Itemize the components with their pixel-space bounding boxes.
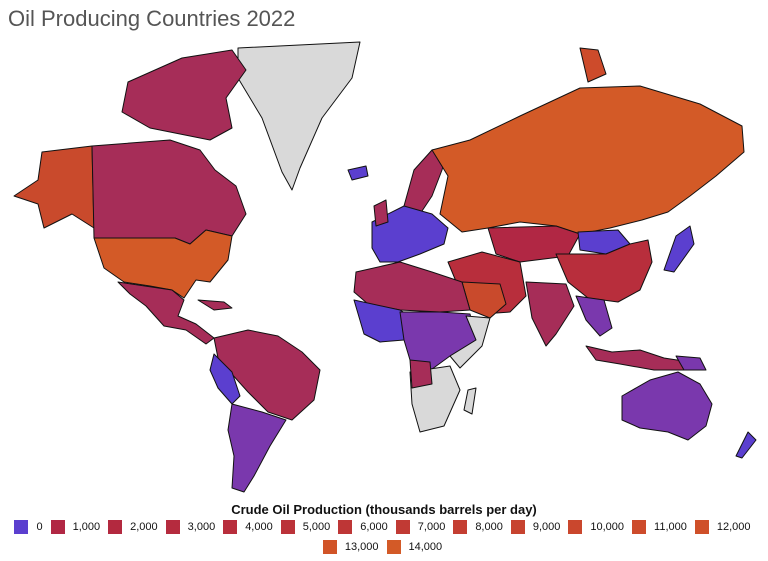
legend-label: 14,000 [408, 541, 443, 553]
legend-label: 12,000 [716, 521, 751, 533]
region-russia-arctic[interactable] [579, 47, 607, 83]
region-canada[interactable] [91, 139, 247, 245]
legend-swatch [568, 520, 583, 534]
region-caribbean[interactable] [197, 299, 233, 311]
legend-label: 11,000 [654, 521, 687, 533]
legend-swatch [280, 520, 295, 534]
legend-label: 10,000 [590, 521, 625, 533]
region-canada-arctic[interactable] [121, 49, 247, 141]
region-north-africa[interactable] [353, 261, 471, 313]
legend-item[interactable]: 8,000 [453, 520, 503, 534]
region-japan[interactable] [663, 225, 695, 273]
legend-label: 13,000 [344, 541, 379, 553]
region-russia[interactable] [431, 85, 745, 235]
legend-item[interactable]: 7,000 [395, 520, 446, 534]
legend-label: 7,000 [417, 521, 446, 533]
legend-item[interactable]: 9,000 [510, 520, 561, 534]
legend-swatch [694, 520, 709, 534]
legend: 0 1,000 2,000 3,000 4,000 5,000 6,000 7,000 8,00… [14, 520, 759, 554]
legend-item[interactable]: 12,000 [694, 520, 751, 534]
region-southeast-asia[interactable] [575, 295, 613, 337]
legend-swatch [510, 520, 525, 534]
legend-swatch [165, 520, 180, 534]
legend-label: 0 [36, 521, 43, 533]
legend-label: 9,000 [532, 521, 561, 533]
legend-swatch [632, 520, 647, 534]
region-madagascar[interactable] [463, 387, 477, 415]
region-india[interactable] [525, 281, 575, 347]
legend-label: 3,000 [187, 521, 216, 533]
legend-item[interactable]: 3,000 [165, 520, 216, 534]
legend-swatch [223, 520, 238, 534]
legend-item[interactable]: 10,000 [568, 520, 624, 534]
legend-item[interactable]: 14,000 [386, 540, 443, 554]
legend-item[interactable]: 4,000 [223, 520, 273, 534]
legend-title: Crude Oil Production (thousands barrels … [231, 502, 537, 517]
region-united-states[interactable] [93, 229, 233, 299]
legend-swatch [50, 520, 65, 534]
legend-item[interactable]: 5,000 [280, 520, 331, 534]
legend-label: 1,000 [72, 521, 101, 533]
region-new-zealand[interactable] [735, 431, 757, 459]
legend-swatch [395, 520, 410, 534]
region-alaska[interactable] [13, 145, 95, 229]
legend-label: 2,000 [130, 521, 158, 533]
region-uk[interactable] [373, 199, 389, 227]
legend-swatch [338, 520, 353, 534]
legend-item[interactable]: 13,000 [322, 540, 379, 554]
legend-label: 5,000 [302, 521, 331, 533]
legend-swatch [108, 520, 123, 534]
legend-swatch [386, 540, 401, 554]
legend-label: 8,000 [475, 521, 503, 533]
legend-swatch [322, 540, 337, 554]
legend-label: 6,000 [360, 521, 388, 533]
region-mexico[interactable] [117, 281, 215, 345]
region-south-america-south[interactable] [227, 403, 287, 493]
legend-item[interactable]: 0 [14, 520, 43, 534]
region-east-africa[interactable] [449, 315, 491, 369]
region-angola[interactable] [409, 359, 433, 389]
legend-swatch [453, 520, 468, 534]
legend-item[interactable]: 11,000 [632, 520, 687, 534]
region-greenland[interactable] [237, 41, 361, 191]
region-indonesia[interactable] [585, 345, 691, 371]
region-australia[interactable] [621, 371, 713, 441]
region-papua[interactable] [675, 355, 707, 371]
region-europe[interactable] [371, 205, 449, 263]
region-china[interactable] [555, 239, 653, 303]
region-iceland[interactable] [347, 165, 369, 181]
legend-item[interactable]: 6,000 [338, 520, 388, 534]
legend-item[interactable]: 1,000 [50, 520, 101, 534]
map-title: Oil Producing Countries 2022 [8, 6, 296, 31]
legend-swatch [14, 520, 29, 534]
legend-item[interactable]: 2,000 [108, 520, 158, 534]
legend-label: 4,000 [245, 521, 273, 533]
world-choropleth-map [13, 41, 757, 493]
